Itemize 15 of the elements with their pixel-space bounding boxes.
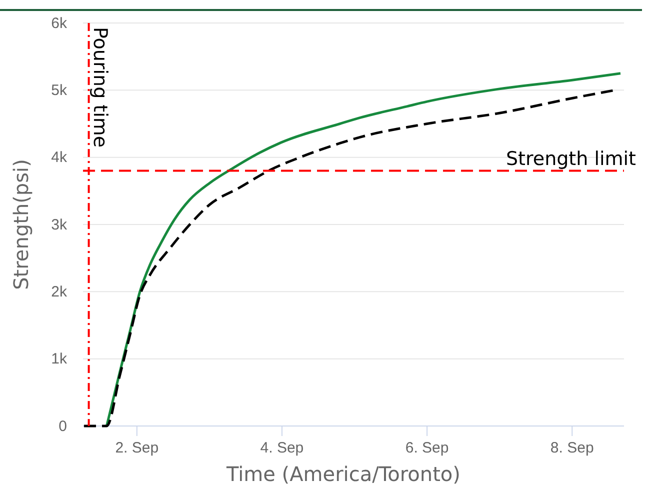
y-tick-label: 3k xyxy=(51,216,68,234)
y-tick-label: 2k xyxy=(51,283,68,300)
y-tick-label: 6k xyxy=(51,14,68,32)
x-tick-label: 6. Sep xyxy=(405,440,449,457)
y-tick-label: 0 xyxy=(58,418,67,435)
x-tick-label: 8. Sep xyxy=(550,440,594,457)
y-tick-label: 4k xyxy=(51,149,68,166)
y-tick-label: 5k xyxy=(51,82,68,99)
ref-line-label: Pouring time xyxy=(88,27,111,148)
ref-line-label: Strength limit xyxy=(506,148,636,170)
x-axis-title: Time (America/Toronto) xyxy=(226,462,460,486)
x-tick-label: 2. Sep xyxy=(115,440,159,457)
y-tick-label: 1k xyxy=(51,350,68,368)
x-tick-label: 4. Sep xyxy=(260,440,304,457)
y-axis-title: Strength(psi) xyxy=(9,159,33,290)
